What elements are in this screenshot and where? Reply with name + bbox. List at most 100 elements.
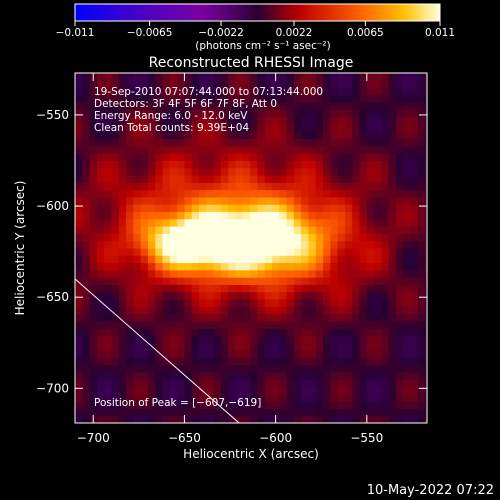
heatmap-cell: [315, 291, 324, 300]
heatmap-cell: [374, 335, 382, 344]
heatmap-cell: [395, 167, 404, 176]
heatmap-cell: [184, 109, 193, 118]
heatmap-cell: [250, 255, 258, 264]
heatmap-cell: [250, 371, 258, 380]
heatmap-cell: [374, 109, 382, 118]
heatmap-cell: [111, 138, 120, 147]
heatmap-cell: [417, 233, 426, 242]
heatmap-cell: [126, 299, 134, 307]
heatmap-cell: [425, 284, 427, 293]
heatmap-cell: [140, 138, 149, 147]
heatmap-cell: [235, 371, 244, 380]
heatmap-cell: [184, 167, 193, 176]
heatmap-cell: [301, 408, 309, 417]
heatmap-cell: [344, 248, 353, 256]
heatmap-cell: [403, 350, 412, 358]
heatmap-cell: [308, 262, 317, 271]
heatmap-cell: [191, 189, 200, 198]
heatmap-cell: [388, 189, 397, 198]
heatmap-cell: [410, 116, 419, 125]
heatmap-cell: [228, 299, 236, 307]
heatmap-cell: [417, 357, 426, 366]
heatmap-cell: [191, 211, 200, 220]
heatmap-cell: [140, 306, 149, 315]
heatmap-cell: [213, 299, 222, 307]
heatmap-cell: [220, 320, 229, 329]
heatmap-cell: [403, 211, 412, 220]
heatmap-cell: [359, 160, 368, 169]
colorbar-tick-label: 0.011: [425, 27, 455, 39]
heatmap-cell: [220, 87, 229, 96]
heatmap-cell: [425, 299, 427, 307]
heatmap-cell: [177, 233, 185, 242]
heatmap-cell: [403, 131, 412, 140]
heatmap-cell: [228, 196, 236, 205]
heatmap-cell: [374, 364, 382, 373]
heatmap-cell: [410, 401, 419, 409]
heatmap-cell: [220, 189, 229, 198]
heatmap-cell: [184, 240, 193, 249]
heatmap-cell: [118, 415, 127, 423]
heatmap-cell: [388, 204, 397, 213]
heatmap-cell: [271, 364, 280, 373]
heatmap-cell: [359, 306, 368, 315]
heatmap-cell: [169, 218, 178, 227]
heatmap-cell: [75, 145, 83, 154]
annotation-counts: Clean Total counts: 9.39E+04: [94, 122, 249, 134]
heatmap-cell: [315, 313, 324, 322]
heatmap-cell: [337, 371, 346, 380]
heatmap-cell: [140, 145, 149, 154]
heatmap-cell: [359, 218, 368, 227]
heatmap-cell: [250, 342, 258, 351]
heatmap-cell: [293, 233, 302, 242]
heatmap-cell: [118, 204, 127, 213]
heatmap-cell: [381, 291, 390, 300]
heatmap-cell: [169, 175, 178, 183]
heatmap-cell: [118, 269, 127, 278]
heatmap-cell: [330, 240, 339, 249]
heatmap-cell: [191, 408, 200, 417]
heatmap-cell: [118, 153, 127, 161]
heatmap-cell: [220, 255, 229, 264]
heatmap-cell: [308, 87, 317, 96]
heatmap-cell: [403, 218, 412, 227]
colorbar-tick-label: −0.011: [56, 27, 95, 39]
heatmap-cell: [293, 109, 302, 118]
heatmap-cell: [206, 306, 215, 315]
heatmap-cell: [352, 94, 361, 103]
heatmap-cell: [257, 196, 266, 205]
heatmap-cell: [75, 342, 83, 351]
heatmap-cell: [381, 393, 390, 402]
heatmap-cell: [264, 335, 273, 344]
heatmap-cell: [235, 393, 244, 402]
heatmap-cell: [395, 306, 404, 315]
heatmap-cell: [199, 408, 207, 417]
heatmap-cell: [286, 313, 295, 322]
heatmap-cell: [388, 335, 397, 344]
heatmap-cell: [337, 102, 346, 110]
heatmap-cell: [337, 386, 346, 395]
heatmap-cell: [388, 94, 397, 103]
heatmap-cell: [264, 269, 273, 278]
heatmap-cell: [425, 335, 427, 344]
heatmap-cell: [191, 335, 200, 344]
heatmap-cell: [82, 73, 91, 81]
heatmap-cell: [89, 299, 98, 307]
heatmap-cell: [425, 401, 427, 409]
heatmap-cell: [264, 262, 273, 271]
heatmap-cell: [337, 364, 346, 373]
y-axis-label: Heliocentric Y (arcsec): [13, 181, 27, 316]
heatmap-cell: [279, 248, 288, 256]
heatmap-cell: [264, 255, 273, 264]
heatmap-cell: [344, 182, 353, 191]
heatmap-cell: [199, 415, 207, 423]
heatmap-cell: [184, 364, 193, 373]
heatmap-cell: [352, 248, 361, 256]
heatmap-cell: [169, 240, 178, 249]
heatmap-cell: [235, 408, 244, 417]
heatmap-cell: [352, 379, 361, 388]
heatmap-cell: [169, 415, 178, 423]
heatmap-cell: [147, 306, 156, 315]
heatmap-cell: [308, 138, 317, 147]
heatmap-cell: [228, 393, 236, 402]
